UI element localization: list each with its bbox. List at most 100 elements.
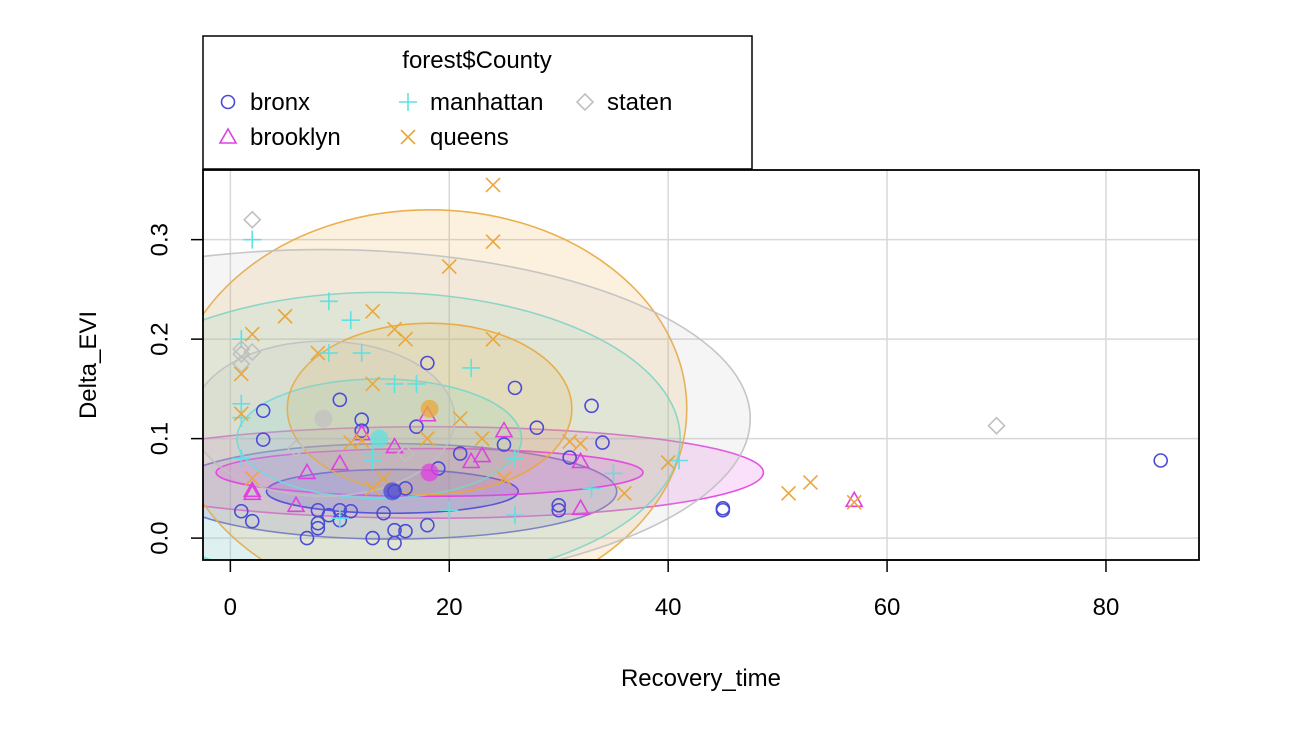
point-queens: [485, 234, 501, 250]
legend-label-bronx: bronx: [250, 89, 310, 116]
point-bronx: [1153, 453, 1168, 468]
y-tick-label: 0.0: [146, 521, 173, 554]
point-queens: [244, 326, 260, 342]
x-tick-label: 20: [436, 594, 463, 621]
point-layer: [232, 177, 1168, 551]
point-manhattan: [505, 506, 524, 525]
point-staten: [396, 444, 415, 463]
legend-marker-brooklyn: [218, 127, 238, 144]
legend-label-brooklyn: brooklyn: [250, 124, 341, 151]
point-manhattan: [385, 374, 404, 393]
point-queens: [452, 411, 468, 427]
point-manhattan: [330, 509, 349, 528]
point-queens: [376, 470, 392, 486]
point-bronx: [343, 503, 359, 519]
point-brooklyn: [330, 453, 350, 471]
point-bronx: [452, 446, 468, 461]
x-axis: 0 20 40 60 80: [224, 559, 1120, 621]
centroid-bronx: [383, 482, 402, 501]
point-brooklyn: [494, 421, 514, 438]
point-brooklyn: [286, 495, 306, 513]
point-bronx: [551, 502, 567, 518]
plot-area: [202, 169, 1200, 561]
point-bronx: [562, 450, 577, 465]
point-bronx: [255, 432, 271, 447]
x-tick-label: 0: [224, 594, 237, 621]
point-brooklyn: [242, 483, 262, 501]
point-manhattan: [352, 344, 371, 363]
point-manhattan: [232, 408, 251, 427]
y-tick-label: 0.3: [146, 223, 173, 256]
point-brooklyn: [844, 490, 864, 508]
point-manhattan: [243, 230, 262, 249]
point-queens: [354, 433, 370, 449]
point-manhattan: [604, 464, 623, 483]
y-axis-label: Delta_EVI: [75, 311, 102, 419]
point-queens: [365, 376, 381, 392]
point-queens: [419, 431, 435, 447]
point-queens: [485, 331, 501, 347]
point-bronx: [715, 502, 731, 518]
point-staten: [232, 344, 251, 364]
point-bronx: [255, 403, 271, 419]
point-staten: [286, 439, 306, 458]
point-bronx: [420, 517, 435, 533]
legend-marker-queens: [400, 129, 416, 145]
legend-label-queens: queens: [430, 124, 509, 151]
point-staten: [243, 210, 262, 229]
point-bronx: [409, 419, 424, 434]
point-brooklyn: [571, 498, 590, 516]
legend-frame: [202, 35, 753, 170]
ellipse-layer: [203, 209, 765, 560]
point-manhattan: [319, 292, 338, 311]
point-bronx: [595, 435, 610, 450]
point-queens: [496, 470, 512, 486]
point-bronx: [332, 392, 348, 408]
legend-label-manhattan: manhattan: [430, 89, 543, 116]
point-queens: [474, 431, 490, 447]
legend: forest$County bronx brooklyn manhattan quee…: [202, 35, 753, 170]
point-manhattan: [440, 501, 459, 520]
x-tick-label: 40: [655, 594, 682, 621]
point-bronx: [244, 513, 260, 529]
legend-marker-manhattan: [399, 93, 417, 111]
point-queens: [573, 436, 589, 452]
legend-marker-bronx: [220, 94, 236, 110]
grid-lines: [203, 170, 1199, 560]
x-axis-label: Recovery_time: [621, 665, 781, 692]
point-brooklyn: [297, 462, 317, 480]
point-manhattan: [232, 449, 251, 468]
point-staten: [232, 354, 251, 374]
point-brooklyn: [242, 480, 262, 498]
centroid-layer: [314, 399, 439, 501]
point-manhattan: [319, 344, 338, 363]
point-queens: [780, 485, 797, 501]
legend-marker-staten: [575, 92, 595, 112]
point-bronx: [584, 398, 599, 414]
y-axis: 0.0 0.1 0.2 0.3: [146, 223, 203, 555]
point-bronx: [507, 380, 523, 396]
point-manhattan: [505, 449, 524, 468]
point-queens: [660, 454, 676, 471]
point-bronx: [365, 530, 380, 546]
point-bronx: [376, 505, 391, 521]
point-bronx: [551, 497, 567, 513]
point-queens: [233, 406, 249, 422]
point-bronx: [299, 530, 315, 546]
point-bronx: [234, 503, 249, 519]
point-bronx: [529, 420, 545, 435]
point-bronx: [398, 523, 413, 539]
point-bronx: [310, 520, 326, 536]
point-manhattan: [363, 444, 382, 463]
legend-title: forest$County: [402, 47, 551, 74]
point-brooklyn: [571, 451, 590, 469]
point-queens: [846, 494, 862, 510]
point-queens: [397, 331, 414, 347]
x-tick-label: 60: [874, 594, 901, 621]
legend-label-staten: staten: [607, 89, 672, 116]
x-tick-label: 80: [1093, 594, 1120, 621]
centroid-brooklyn: [420, 463, 439, 482]
point-staten: [987, 416, 1006, 435]
point-queens: [277, 308, 293, 324]
